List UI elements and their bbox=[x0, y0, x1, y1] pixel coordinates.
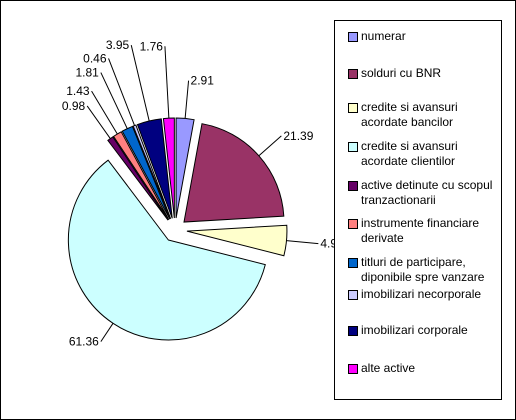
legend: numerar solduri cu BNR credite si avansu… bbox=[334, 20, 502, 400]
legend-swatch bbox=[348, 219, 358, 229]
legend-item-credite-bancilor: credite si avansuri acordate bancilor bbox=[348, 100, 499, 130]
legend-swatch bbox=[348, 69, 358, 79]
leader-line bbox=[86, 105, 111, 139]
leader-line bbox=[164, 46, 170, 119]
legend-swatch bbox=[348, 326, 358, 336]
leader-line bbox=[100, 323, 114, 342]
legend-label: imobilizari necorporale bbox=[361, 287, 482, 301]
legend-label: imobilizari corporale bbox=[361, 323, 468, 337]
legend-swatch bbox=[348, 290, 358, 300]
leader-line bbox=[258, 135, 282, 157]
legend-label: credite si avansuri acordate bancilor bbox=[361, 100, 458, 129]
leader-line bbox=[91, 90, 118, 135]
pie-slice bbox=[186, 224, 288, 257]
legend-item-numerar: numerar bbox=[348, 29, 499, 44]
leader-line bbox=[286, 240, 319, 245]
leader-line bbox=[108, 58, 136, 126]
legend-item-active-tranzactionare: active detinute cu scopul tranzactionari… bbox=[348, 178, 499, 208]
pie-slice bbox=[183, 123, 285, 223]
pie-slice bbox=[67, 159, 266, 341]
data-label: 3.95 bbox=[106, 38, 130, 52]
legend-item-solduri-cu-bnr: solduri cu BNR bbox=[348, 66, 499, 81]
pie-slice bbox=[121, 125, 171, 220]
data-label: 0.98 bbox=[62, 99, 86, 113]
legend-label: solduri cu BNR bbox=[361, 66, 442, 80]
data-label: 61.36 bbox=[69, 335, 99, 349]
data-label: 0.46 bbox=[83, 51, 107, 65]
legend-label: numerar bbox=[361, 29, 406, 43]
legend-label: alte active bbox=[361, 361, 416, 375]
legend-label: credite si avansuri acordate clientilor bbox=[361, 139, 458, 168]
legend-label: titluri de participare, diponibile spre … bbox=[361, 255, 485, 284]
data-label: 21.39 bbox=[283, 129, 313, 143]
legend-item-imobilizari-corporale: imobilizari corporale bbox=[348, 323, 499, 338]
legend-item-alte-active: alte active bbox=[348, 361, 499, 376]
leader-line bbox=[130, 44, 150, 122]
legend-label: active detinute cu scopul tranzactionari… bbox=[361, 178, 493, 207]
legend-swatch bbox=[348, 103, 358, 113]
legend-item-titluri-participare: titluri de participare, diponibile spre … bbox=[348, 255, 499, 285]
data-label: 1.76 bbox=[140, 39, 164, 53]
pie-slice bbox=[175, 117, 195, 219]
leader-line bbox=[184, 80, 190, 119]
pie-slice bbox=[162, 117, 175, 219]
data-label: 1.81 bbox=[75, 66, 99, 80]
legend-item-instrumente-derivate: instrumente financiare derivate bbox=[348, 216, 499, 246]
legend-item-credite-clientilor: credite si avansuri acordate clientilor bbox=[348, 139, 499, 169]
legend-swatch bbox=[348, 32, 358, 42]
data-label: 1.43 bbox=[66, 84, 90, 98]
legend-swatch bbox=[348, 142, 358, 152]
data-label: 2.91 bbox=[191, 74, 215, 88]
legend-swatch bbox=[348, 364, 358, 374]
legend-item-imobilizari-necorporale: imobilizari necorporale bbox=[348, 287, 499, 302]
leader-line bbox=[100, 72, 128, 129]
legend-swatch bbox=[348, 181, 358, 191]
legend-label: instrumente financiare derivate bbox=[361, 216, 480, 245]
legend-swatch bbox=[348, 258, 358, 268]
pie-slice bbox=[107, 136, 169, 221]
